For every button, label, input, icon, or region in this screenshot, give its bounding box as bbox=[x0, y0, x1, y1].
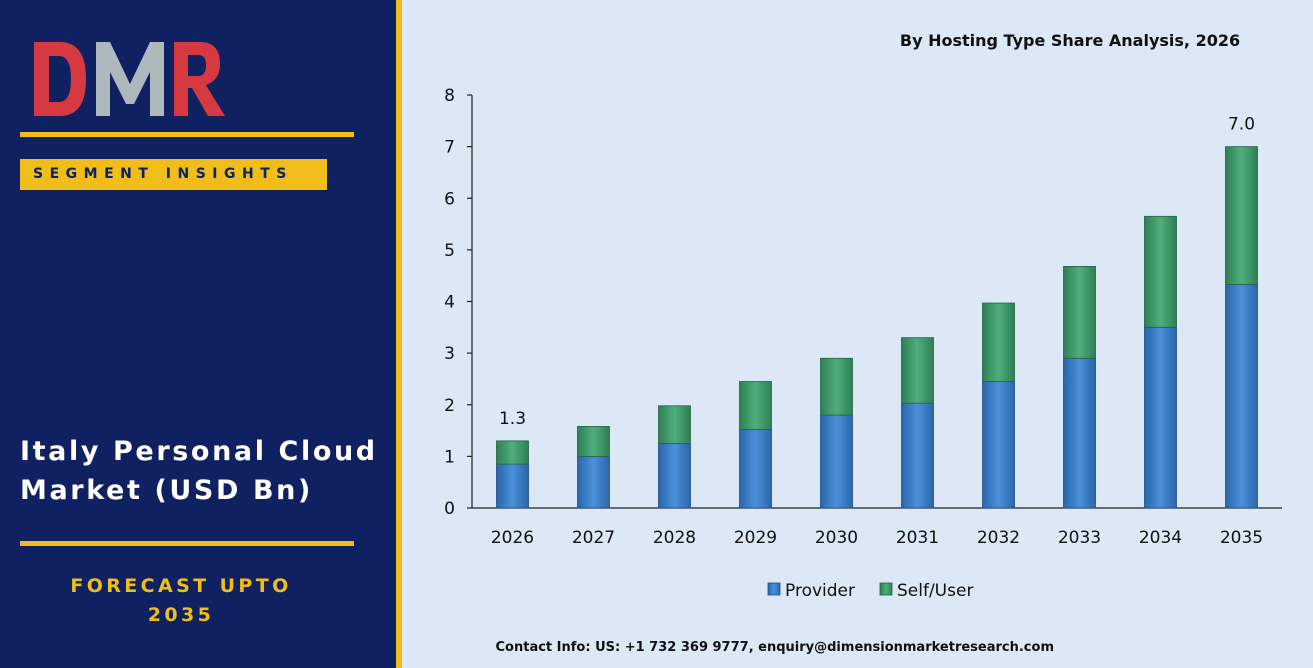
legend-label: Self/User bbox=[897, 581, 973, 601]
bar-self-user bbox=[496, 440, 529, 465]
bar-self-user bbox=[658, 405, 691, 444]
bar-self-user bbox=[1225, 146, 1258, 285]
x-tick-label: 2035 bbox=[1220, 528, 1263, 548]
left-panel: SEGMENT INSIGHTS Italy Personal Cloud Ma… bbox=[0, 0, 396, 668]
logo-letter-r bbox=[174, 42, 225, 116]
dmr-logo bbox=[34, 42, 225, 116]
bar-provider bbox=[1063, 357, 1096, 509]
market-title-line2: Market (USD Bn) bbox=[20, 475, 313, 506]
y-tick-label: 3 bbox=[444, 344, 455, 364]
bar-provider bbox=[577, 455, 610, 509]
x-tick-label: 2030 bbox=[815, 528, 858, 548]
x-tick-label: 2028 bbox=[653, 528, 696, 548]
forecast-line2: 2035 bbox=[147, 604, 215, 626]
data-labels: 1.3 7.0 bbox=[499, 115, 1255, 429]
market-title: Italy Personal Cloud Market (USD Bn) bbox=[20, 432, 390, 510]
bar-self-user bbox=[820, 357, 853, 416]
bar-self-user bbox=[1144, 215, 1177, 328]
bars bbox=[496, 146, 1258, 509]
y-tick-label: 7 bbox=[444, 138, 455, 158]
y-axis: 0 1 2 3 4 5 6 7 8 bbox=[444, 86, 473, 519]
legend-swatch bbox=[879, 582, 893, 596]
gold-divider-stripe bbox=[396, 0, 402, 668]
legend: Provider Self/User bbox=[767, 581, 973, 601]
bar-self-user bbox=[577, 426, 610, 457]
bar-provider bbox=[901, 402, 934, 509]
x-tick-label: 2027 bbox=[572, 528, 615, 548]
logo-letter-m bbox=[96, 42, 164, 116]
bar-self-user bbox=[901, 337, 934, 404]
gold-rule-bottom bbox=[20, 541, 354, 546]
bar-provider bbox=[496, 463, 529, 509]
data-label: 1.3 bbox=[499, 409, 526, 429]
legend-label: Provider bbox=[785, 581, 855, 601]
x-tick-label: 2029 bbox=[734, 528, 777, 548]
bar-provider bbox=[1225, 284, 1258, 509]
x-tick-label: 2033 bbox=[1058, 528, 1101, 548]
chart-title: By Hosting Type Share Analysis, 2026 bbox=[899, 31, 1241, 50]
y-tick-label: 6 bbox=[444, 189, 455, 209]
bar-provider bbox=[820, 414, 853, 509]
y-tick-label: 0 bbox=[444, 499, 455, 519]
bar-self-user bbox=[1063, 265, 1096, 359]
y-tick-label: 4 bbox=[444, 293, 455, 313]
y-tick-label: 5 bbox=[444, 241, 455, 261]
x-tick-label: 2032 bbox=[977, 528, 1020, 548]
legend-swatch bbox=[767, 582, 781, 596]
data-label: 7.0 bbox=[1228, 115, 1255, 135]
legend-provider: Provider bbox=[767, 581, 855, 601]
bar-provider bbox=[1144, 326, 1177, 509]
x-axis: 2026 2027 2028 2029 2030 2031 2032 2033 2034 2035 bbox=[472, 507, 1282, 548]
market-title-line1: Italy Personal Cloud bbox=[20, 436, 378, 467]
y-tick-label: 1 bbox=[444, 447, 455, 467]
bar-provider bbox=[658, 443, 691, 509]
x-tick-label: 2031 bbox=[896, 528, 939, 548]
forecast-line1: FORECAST UPTO bbox=[70, 575, 292, 597]
bar-provider bbox=[982, 381, 1015, 509]
logo-letter-d bbox=[34, 42, 86, 116]
x-tick-label: 2034 bbox=[1139, 528, 1182, 548]
gold-rule-top bbox=[20, 132, 354, 137]
y-tick-label: 2 bbox=[444, 396, 455, 416]
forecast-label: FORECAST UPTO 2035 bbox=[20, 572, 342, 630]
bar-provider bbox=[739, 429, 772, 509]
bar-self-user bbox=[739, 381, 772, 430]
bar-self-user bbox=[982, 302, 1015, 382]
contact-info: Contact Info: US: +1 732 369 9777, enqui… bbox=[495, 640, 1054, 655]
x-tick-label: 2026 bbox=[491, 528, 534, 548]
y-tick-label: 8 bbox=[444, 86, 455, 106]
legend-self-user: Self/User bbox=[879, 581, 973, 601]
segment-insights-badge: SEGMENT INSIGHTS bbox=[20, 159, 327, 190]
